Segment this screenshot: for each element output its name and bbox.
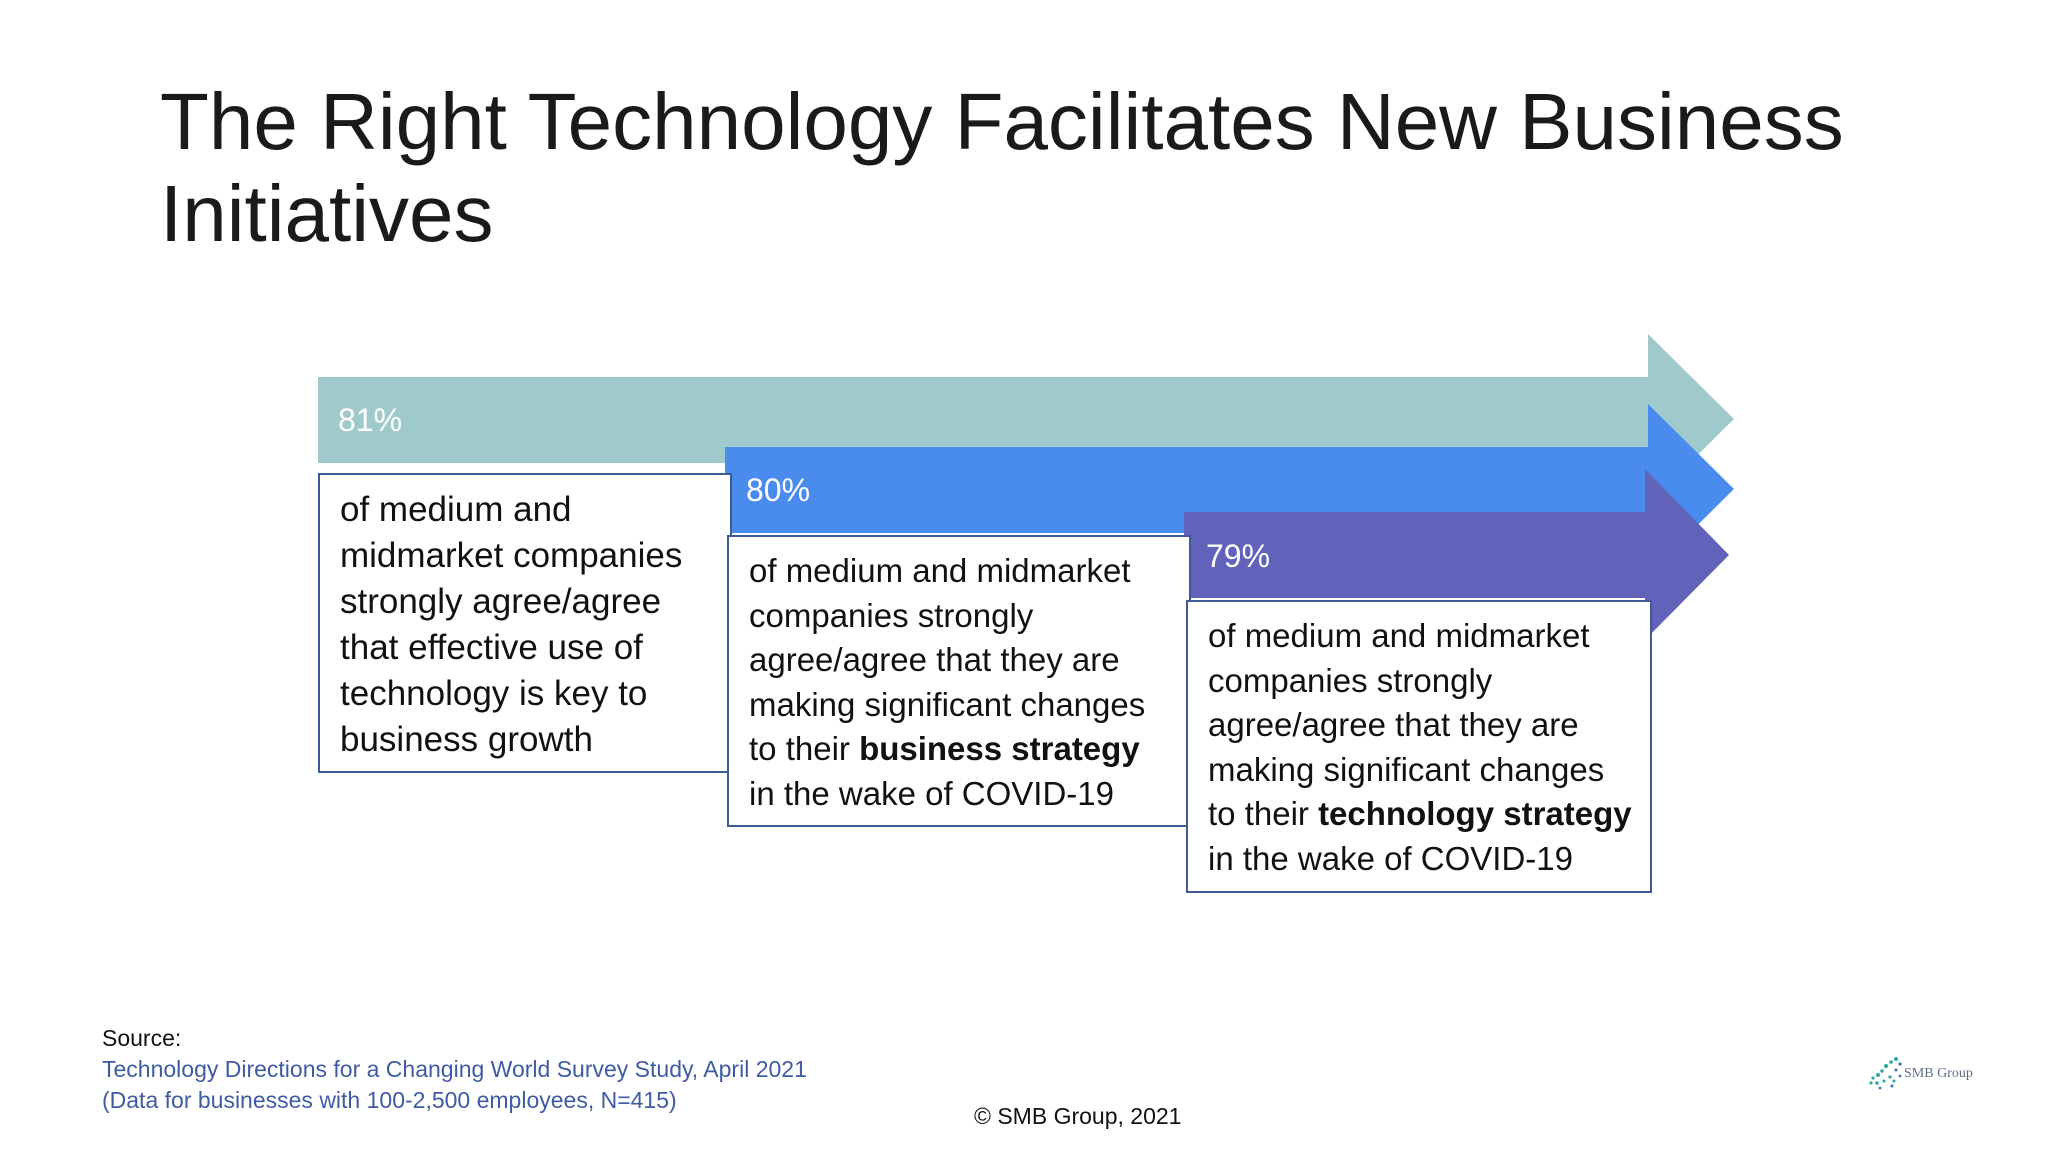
stat-box-1: of medium and midmarket companies strong… bbox=[318, 473, 732, 773]
source-sample-note: (Data for businesses with 100-2,500 empl… bbox=[102, 1087, 677, 1113]
stat-box-2: of medium and midmarket companies strong… bbox=[727, 535, 1191, 827]
stat-box-1-text-part: of medium and midmarket companies strong… bbox=[340, 490, 683, 759]
stat-box-2-text-part: in the wake of COVID-19 bbox=[749, 774, 1114, 812]
arrow-2-percent: 80% bbox=[746, 472, 811, 508]
logo-dots-icon bbox=[1869, 1057, 1902, 1090]
stat-box-1-text: of medium and midmarket companies strong… bbox=[340, 487, 712, 763]
stat-box-3: of medium and midmarket companies strong… bbox=[1186, 600, 1652, 893]
stat-box-2-text: of medium and midmarket companies strong… bbox=[749, 549, 1173, 816]
source-label: Source: bbox=[102, 1025, 182, 1051]
arrow-3-shape bbox=[1184, 469, 1729, 640]
smb-group-logo: SMB Group bbox=[1866, 1050, 1986, 1100]
stat-box-3-text: of medium and midmarket companies strong… bbox=[1208, 614, 1634, 881]
slide-title: The Right Technology Facilitates New Bus… bbox=[160, 77, 1844, 258]
copyright-notice: © SMB Group, 2021 bbox=[974, 1103, 1182, 1129]
logo-text: SMB Group bbox=[1904, 1066, 1973, 1081]
stat-box-2-text-part: of medium and midmarket companies strong… bbox=[749, 552, 1146, 767]
stat-box-2-emphasis: business strategy bbox=[859, 730, 1140, 767]
source-block: Source: Technology Directions for a Chan… bbox=[102, 1023, 807, 1116]
stat-box-3-text-part: of medium and midmarket companies strong… bbox=[1208, 617, 1605, 832]
source-study-link[interactable]: Technology Directions for a Changing Wor… bbox=[102, 1056, 807, 1082]
stat-box-3-text-part: in the wake of COVID-19 bbox=[1208, 839, 1573, 877]
arrow-3-percent: 79% bbox=[1206, 538, 1271, 574]
stat-box-3-emphasis: technology strategy bbox=[1318, 795, 1632, 832]
arrow-1-percent: 81% bbox=[338, 402, 403, 438]
